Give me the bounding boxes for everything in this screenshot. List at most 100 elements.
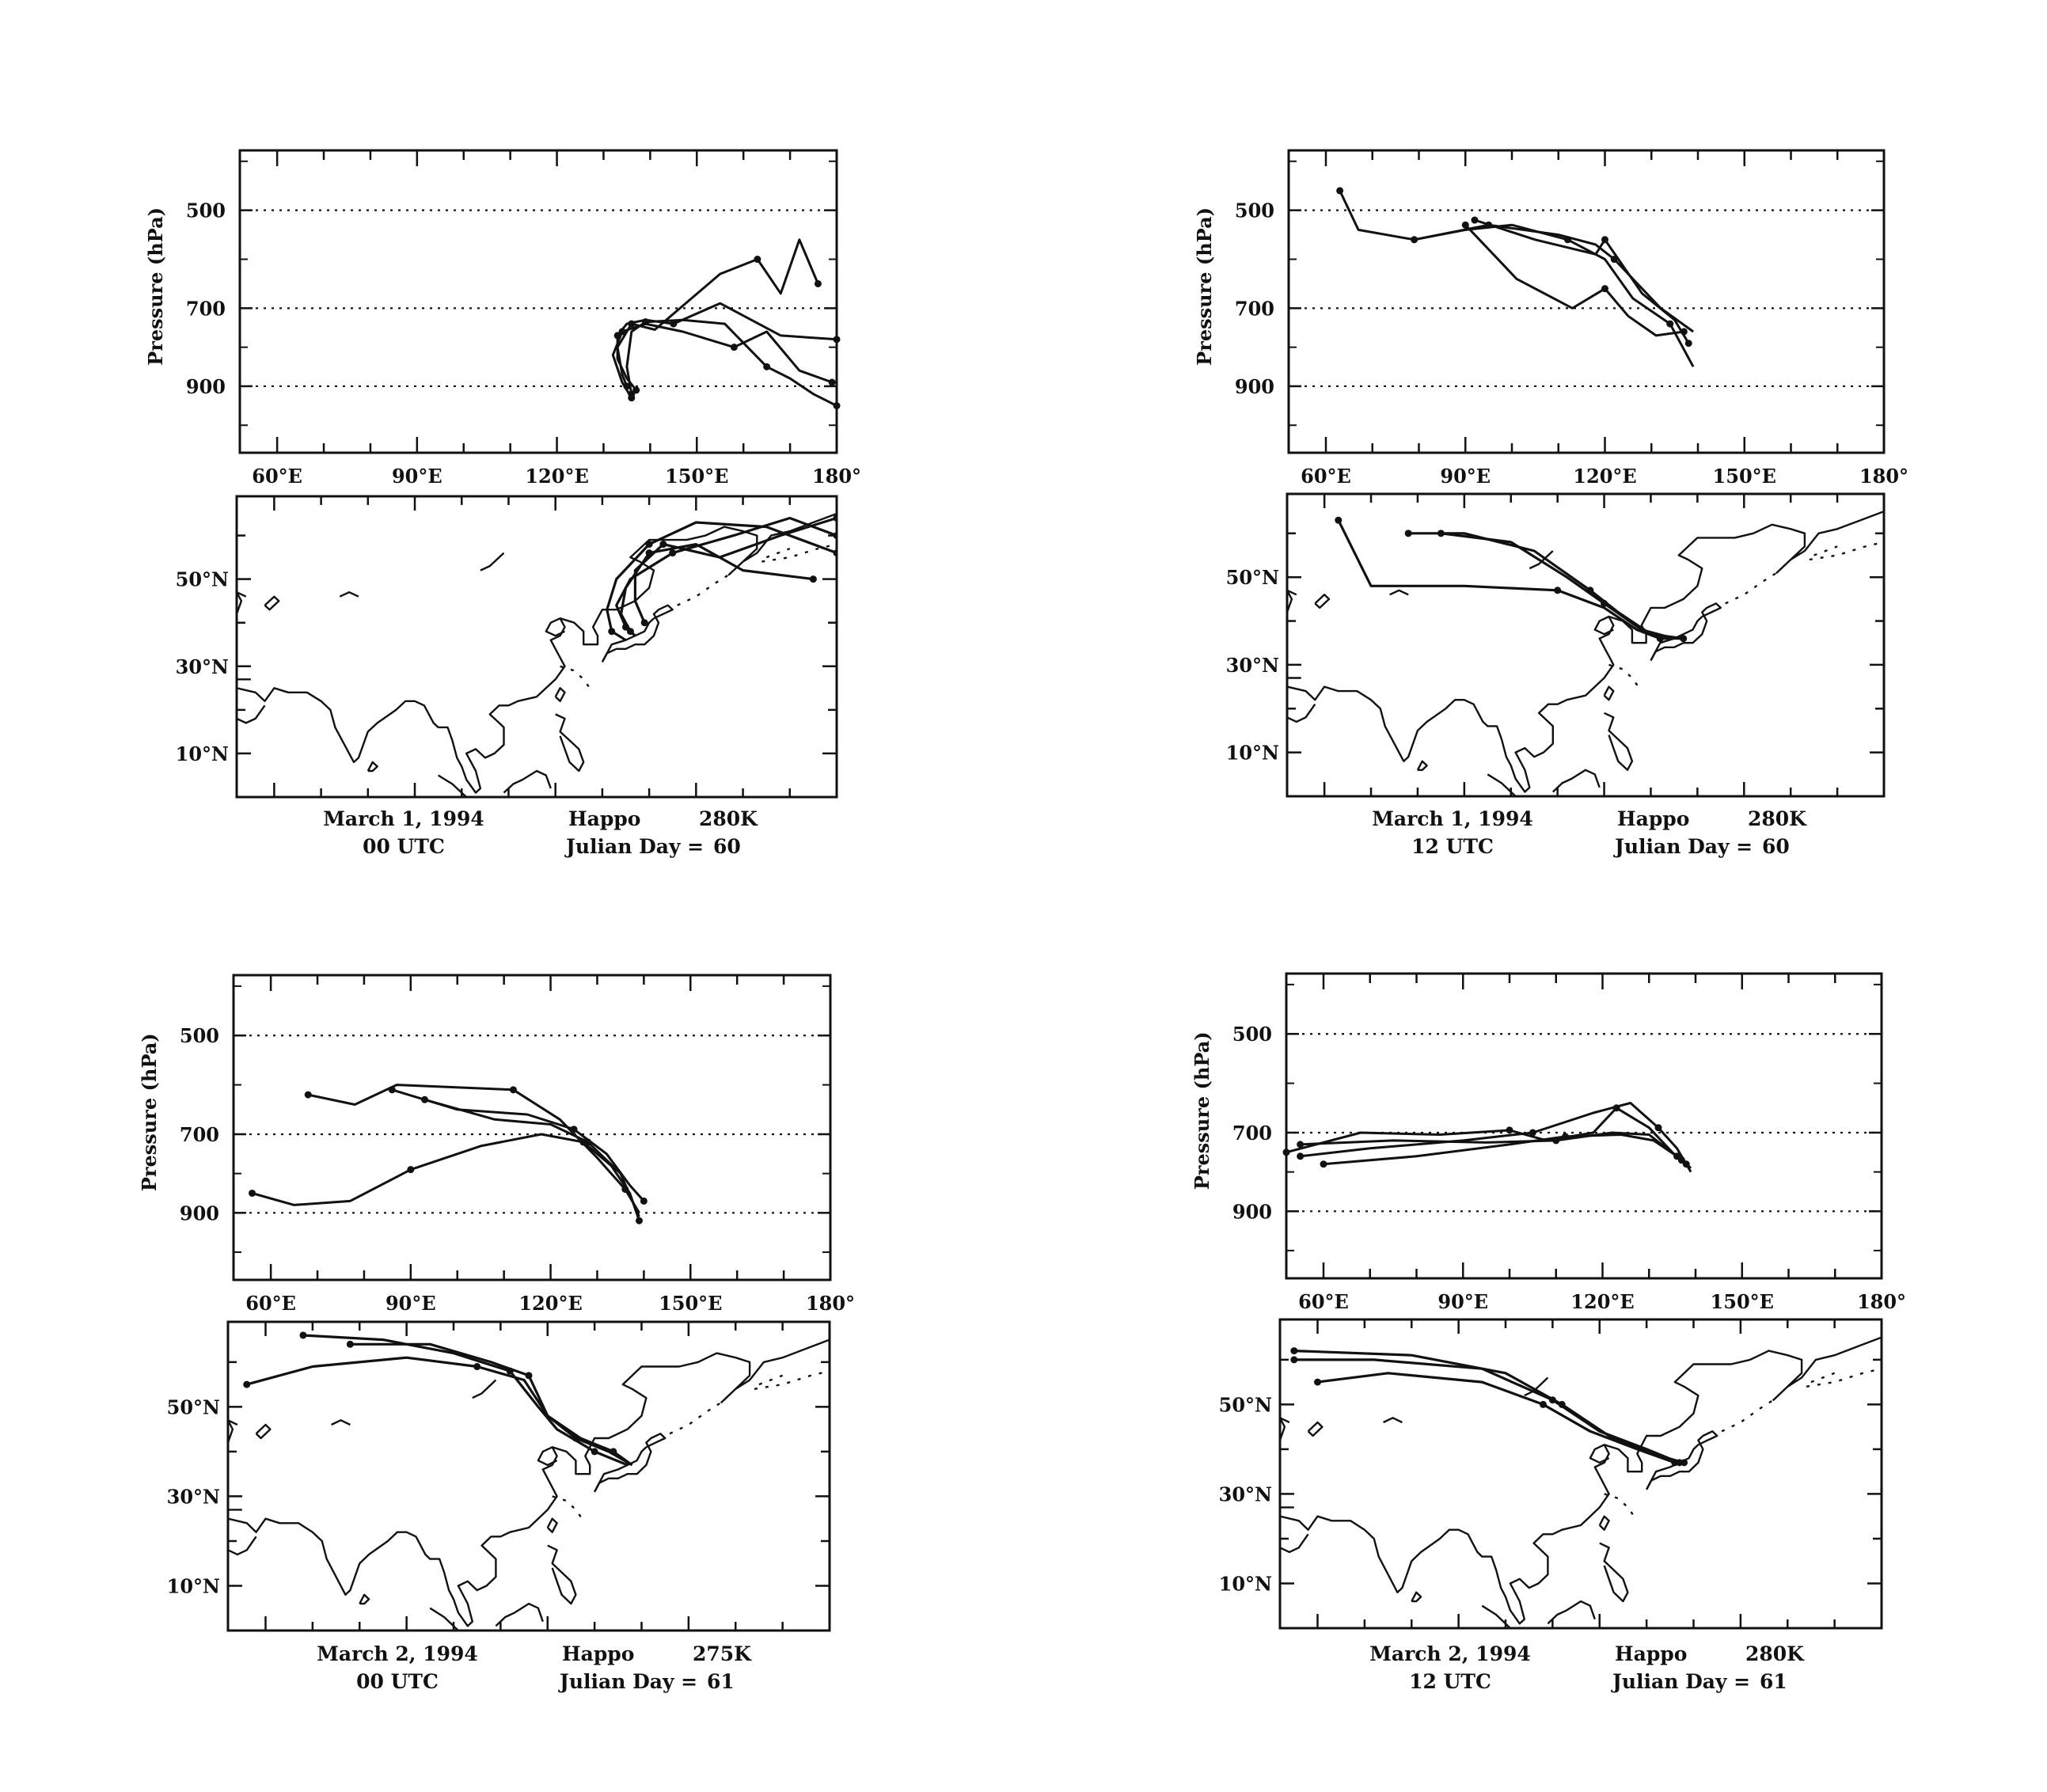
- ytick-label: 500: [186, 199, 226, 222]
- map-trajectory-1: [615, 516, 837, 637]
- trajectory-point: [828, 378, 836, 386]
- map-trajectory-2: [302, 1334, 629, 1467]
- xtick-label: 60°E: [1298, 1290, 1349, 1313]
- map-lat-label: 30°N: [167, 1485, 220, 1508]
- trajectory-map: 50°N 30°N 10°N: [1219, 1318, 1883, 1630]
- cross-section-frame: [238, 149, 838, 454]
- cross-section-trajectory-3: [424, 1098, 640, 1217]
- map-lat-label: 30°N: [1226, 654, 1279, 677]
- map-trajectory-0: [246, 1356, 633, 1467]
- trajectory-point: [509, 1086, 517, 1094]
- island-chain-aleutians: [1809, 541, 1884, 561]
- caption-line2-item: 12 UTC: [1411, 835, 1494, 858]
- caption-line2-item: Julian Day =: [558, 1670, 697, 1693]
- panel-bottom-right: 500 700 900 Pressure (hPa) 60°E 90°E 120°E 150°…: [1191, 972, 1906, 1693]
- caption-line1-item: 280K: [1745, 1642, 1805, 1665]
- xtick-label: 150°E: [1711, 1290, 1774, 1313]
- island-dots: [1810, 1372, 1836, 1384]
- cross-section-trajectory-2: [616, 238, 819, 387]
- map-lat-label: 30°N: [1219, 1483, 1272, 1505]
- trajectory-point: [570, 1126, 578, 1133]
- cross-section-plot: 500 700 900 Pressure (hPa) 60°E 90°E 120°E 150°…: [138, 974, 855, 1315]
- trajectory-point: [1437, 530, 1445, 537]
- xtick-label: 180°: [806, 1292, 855, 1315]
- coastline-sri-lanka: [359, 1593, 370, 1605]
- map-lat-label: 10°N: [167, 1574, 220, 1597]
- caption-line1-item: March 2, 1994: [1369, 1642, 1531, 1665]
- trajectory-point: [1411, 236, 1418, 244]
- caption-line1-item: 275K: [693, 1642, 752, 1665]
- trajectory-point: [1680, 635, 1688, 643]
- caption-line1-item: March 1, 1994: [323, 807, 484, 830]
- trajectory-point: [628, 390, 636, 398]
- trajectory-point: [584, 1138, 592, 1146]
- trajectory-point: [1540, 1400, 1547, 1408]
- ytick-label: 700: [1235, 297, 1274, 320]
- coastline-asia: [1280, 1336, 1882, 1625]
- caption-line2-item: Julian Day =: [1613, 835, 1753, 858]
- caption-line2-item: 61: [707, 1670, 735, 1693]
- lake-baikal: [1524, 1376, 1549, 1397]
- coastline-gulf: [228, 1509, 242, 1519]
- map-trajectory-1: [1293, 1358, 1681, 1464]
- caption-line2-item: 12 UTC: [1409, 1670, 1491, 1693]
- trajectory-map: 50°N 30°N 10°N: [1226, 492, 1886, 798]
- lake-baikal: [480, 552, 505, 571]
- coastline-borneo: [503, 769, 552, 794]
- island-chain-kuriles: [1725, 571, 1778, 605]
- coastline-japan: [601, 604, 674, 663]
- xtick-label: 90°E: [1437, 1290, 1488, 1313]
- panel-top-right: 500 700 900 Pressure (hPa) 60°E 90°E 120°E 150°…: [1193, 149, 1908, 858]
- cross-section-trajectory-0: [616, 302, 837, 391]
- lake-baikal: [1529, 550, 1554, 570]
- trajectory-point: [243, 1380, 251, 1388]
- trajectory-point: [1404, 530, 1412, 537]
- xtick-label: 60°E: [1301, 465, 1351, 488]
- cross-section-trajectory-1: [1414, 223, 1695, 368]
- trajectory-point: [299, 1331, 307, 1339]
- y-axis-label: Pressure (hPa): [1191, 1031, 1213, 1190]
- trajectory-point: [1461, 221, 1469, 229]
- coastline-caspian: [237, 591, 247, 615]
- coastline-sri-lanka: [366, 761, 378, 773]
- trajectory-point: [1554, 587, 1562, 594]
- caption-line2-item: Julian Day =: [1611, 1670, 1750, 1693]
- y-axis-label: Pressure (hPa): [138, 1033, 161, 1191]
- trajectory-point: [833, 402, 841, 410]
- xtick-label: 90°E: [385, 1292, 436, 1315]
- y-axis-label: Pressure (hPa): [144, 207, 167, 366]
- island-chain-ryukyu: [560, 665, 594, 693]
- island-chain-ryukyu: [552, 1495, 587, 1524]
- ytick-label: 700: [180, 1123, 219, 1146]
- xtick-label: 120°E: [518, 1292, 582, 1315]
- trajectory-point: [1335, 516, 1343, 524]
- coastline-arabia: [237, 704, 266, 724]
- map-lat-label: 50°N: [176, 568, 229, 591]
- trajectory-point: [1666, 320, 1674, 328]
- map-lat-label: 10°N: [176, 742, 229, 765]
- map-lat-label: 30°N: [176, 655, 229, 678]
- trajectory-point: [1471, 216, 1479, 224]
- coastline-gulf: [1280, 1506, 1294, 1517]
- trajectory-point: [1564, 236, 1571, 244]
- map-frame: [1278, 1318, 1883, 1630]
- trajectory-point: [1552, 1137, 1560, 1145]
- coastline-japan: [594, 1433, 667, 1493]
- caption-line1-item: 280K: [699, 807, 758, 830]
- lake-balkhash: [1389, 589, 1409, 596]
- trajectory-point: [628, 320, 636, 328]
- island-chain-kuriles: [1721, 1399, 1775, 1433]
- lake-balkhash: [1383, 1417, 1403, 1424]
- caption-line2-item: Julian Day =: [564, 835, 704, 858]
- trajectory-point: [763, 363, 771, 370]
- trajectory-point: [249, 1189, 256, 1197]
- coastline-japan-west: [1650, 616, 1703, 661]
- trajectory-point: [626, 628, 634, 636]
- map-trajectory-0: [1337, 519, 1684, 640]
- lake-aral: [1307, 1421, 1324, 1437]
- map-lat-label: 50°N: [1219, 1393, 1272, 1416]
- trajectory-point: [833, 336, 841, 344]
- island-chain-aleutians: [761, 543, 837, 563]
- xtick-label: 60°E: [252, 465, 302, 488]
- coastline-caspian: [1287, 589, 1297, 613]
